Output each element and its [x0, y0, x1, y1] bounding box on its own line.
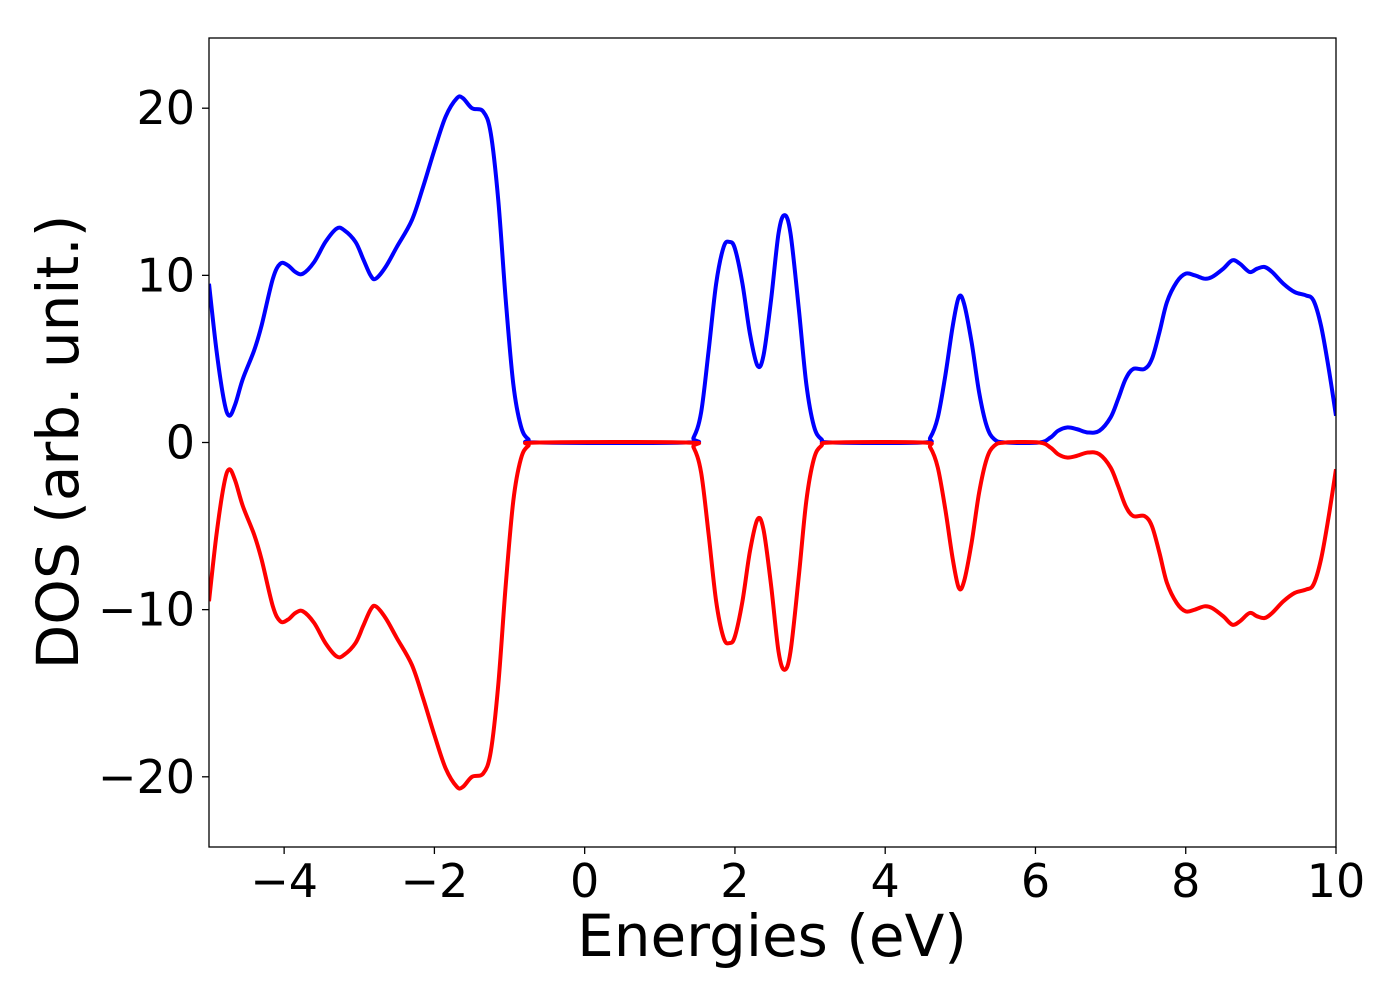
x-tick-label: −2 — [400, 854, 468, 908]
x-tick-label: 2 — [720, 854, 749, 908]
y-axis-ticks: −20 −10 0 10 20 — [98, 81, 209, 804]
y-tick-label: 10 — [136, 248, 195, 302]
x-axis-label: Energies (eV) — [577, 902, 967, 970]
y-tick-label: 20 — [136, 81, 195, 135]
x-axis-ticks: −4 −2 0 2 4 6 8 10 — [250, 847, 1365, 908]
y-tick-label: 0 — [166, 416, 195, 470]
series-line-2 — [209, 439, 1336, 791]
series-layer — [209, 94, 1336, 791]
y-axis-label: DOS (arb. unit.) — [24, 215, 92, 670]
x-tick-label: 4 — [871, 854, 900, 908]
series-line-1 — [209, 94, 1336, 446]
x-tick-label: 10 — [1307, 854, 1366, 908]
x-tick-label: 6 — [1021, 854, 1050, 908]
x-tick-label: −4 — [250, 854, 318, 908]
x-tick-label: 0 — [570, 854, 599, 908]
x-tick-label: 8 — [1171, 854, 1200, 908]
y-tick-label: −20 — [98, 750, 195, 804]
y-tick-label: −10 — [98, 583, 195, 637]
